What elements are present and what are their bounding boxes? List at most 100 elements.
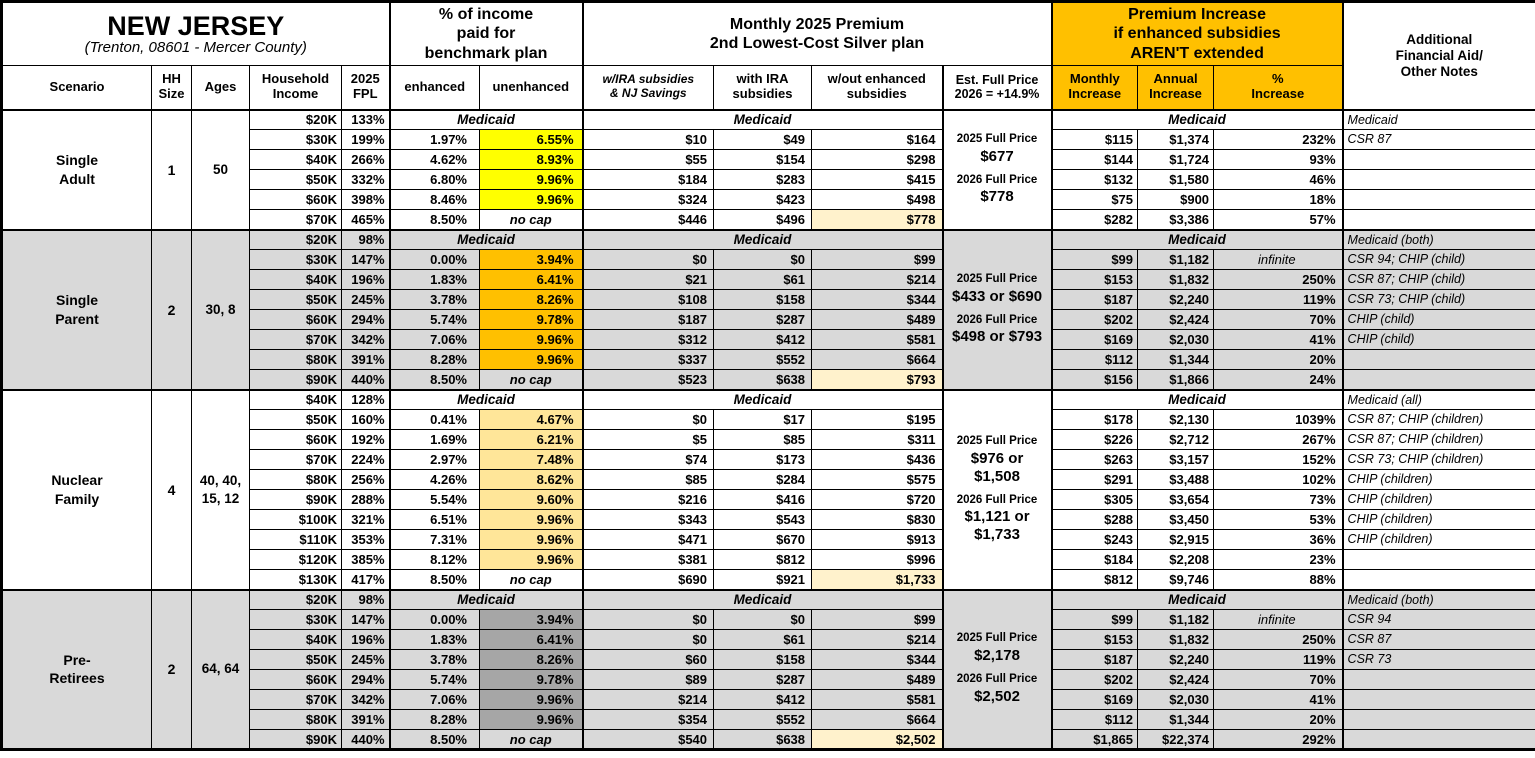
cell-income: $60K xyxy=(249,189,342,210)
cell-premium-unsubsidized: $99 xyxy=(811,249,944,270)
cell-note: CSR 73; CHIP (child) xyxy=(1341,289,1535,310)
cell-monthly-increase: $243 xyxy=(1050,529,1139,550)
income-group-header: % of income paid for benchmark plan xyxy=(388,1,584,66)
cell-annual-increase: $3,488 xyxy=(1137,469,1215,490)
cell-annual-increase: $1,724 xyxy=(1137,149,1215,170)
cell-unenhanced: 9.96% xyxy=(478,709,584,730)
cell-annual-increase: $900 xyxy=(1137,189,1215,210)
cell-enhanced: 1.69% xyxy=(388,429,480,450)
cell-income: $80K xyxy=(249,709,342,730)
cell-premium-unsubsidized: $720 xyxy=(811,489,944,510)
cell-unenhanced-no-cap: no cap xyxy=(478,209,584,230)
cell-fpl: 417% xyxy=(341,569,390,590)
cell-note xyxy=(1341,729,1535,750)
cell-fpl: 199% xyxy=(341,129,390,150)
cell-enhanced: 6.51% xyxy=(388,509,480,530)
cell-unenhanced: 9.96% xyxy=(478,189,584,210)
cell-fpl: 245% xyxy=(341,289,390,310)
cell-premium-unsubsidized: $996 xyxy=(811,549,944,570)
cell-unenhanced: 9.96% xyxy=(478,549,584,570)
cell-premium-ira: $284 xyxy=(713,469,813,490)
cell-annual-increase: $1,832 xyxy=(1137,269,1215,290)
cell-income: $20K xyxy=(249,108,342,130)
cell-premium-ira-nj: $324 xyxy=(581,189,715,210)
cell-annual-increase: $3,654 xyxy=(1137,489,1215,510)
cell-enhanced: 8.46% xyxy=(388,189,480,210)
medicaid-merged-premium: Medicaid xyxy=(581,228,944,250)
cell-income: $90K xyxy=(249,369,342,390)
cell-fpl: 288% xyxy=(341,489,390,510)
ages: 50 xyxy=(191,108,250,230)
col-header-monthly-increase: Monthly Increase xyxy=(1050,65,1139,111)
cell-income: $50K xyxy=(249,169,342,190)
cell-percent-increase: 41% xyxy=(1213,329,1344,350)
cell-annual-increase: $2,130 xyxy=(1137,409,1215,430)
col-header-ira: with IRA subsidies xyxy=(713,65,813,111)
cell-premium-ira: $0 xyxy=(713,249,813,270)
cell-premium-ira: $552 xyxy=(713,349,813,370)
cell-premium-ira-nj: $108 xyxy=(581,289,715,310)
cell-unenhanced: 8.26% xyxy=(478,649,584,670)
cell-monthly-increase: $291 xyxy=(1050,469,1139,490)
cell-premium-ira: $552 xyxy=(713,709,813,730)
medicaid-merged-increase: Medicaid xyxy=(1050,588,1344,610)
cell-premium-ira-nj: $89 xyxy=(581,669,715,690)
col-header-scenario: Scenario xyxy=(1,65,152,111)
cell-annual-increase: $1,344 xyxy=(1137,349,1215,370)
cell-premium-ira: $416 xyxy=(713,489,813,510)
cell-percent-increase: 73% xyxy=(1213,489,1344,510)
cell-fpl: 196% xyxy=(341,629,390,650)
full-price-value26: $2,502 xyxy=(974,688,1020,706)
cell-fpl: 160% xyxy=(341,409,390,430)
cell-monthly-increase: $184 xyxy=(1050,549,1139,570)
cell-note xyxy=(1341,689,1535,710)
cell-premium-ira-nj: $60 xyxy=(581,649,715,670)
col-header-fpl: 2025 FPL xyxy=(341,65,390,111)
cell-annual-increase: $2,030 xyxy=(1137,329,1215,350)
full-price-label25: 2025 Full Price xyxy=(956,632,1038,645)
cell-unenhanced: 9.78% xyxy=(478,669,584,690)
cell-percent-increase: 20% xyxy=(1213,709,1344,730)
cell-premium-ira: $85 xyxy=(713,429,813,450)
cell-percent-increase: 232% xyxy=(1213,129,1344,150)
cell-note: CSR 87; CHIP (children) xyxy=(1341,409,1535,430)
cell-income: $100K xyxy=(249,509,342,530)
cell-unenhanced: 9.96% xyxy=(478,509,584,530)
cell-unenhanced: 9.96% xyxy=(478,689,584,710)
cell-annual-increase: $2,712 xyxy=(1137,429,1215,450)
col-header-no-enhanced: w/out enhanced subsidies xyxy=(811,65,944,111)
cell-premium-ira: $496 xyxy=(713,209,813,230)
cell-unenhanced: 8.93% xyxy=(478,149,584,170)
cell-enhanced: 0.41% xyxy=(388,409,480,430)
cell-premium-ira-nj: $523 xyxy=(581,369,715,390)
cell-income: $30K xyxy=(249,609,342,630)
cell-enhanced: 8.28% xyxy=(388,349,480,370)
cell-percent-increase: infinite xyxy=(1213,249,1344,270)
cell-fpl: 224% xyxy=(341,449,390,470)
cell-premium-unsubsidized: $581 xyxy=(811,689,944,710)
cell-percent-increase: 250% xyxy=(1213,629,1344,650)
cell-note: CHIP (children) xyxy=(1341,469,1535,490)
cell-annual-increase: $22,374 xyxy=(1137,729,1215,750)
cell-annual-increase: $1,832 xyxy=(1137,629,1215,650)
cell-unenhanced: 6.41% xyxy=(478,269,584,290)
cell-premium-unsubsidized: $344 xyxy=(811,289,944,310)
cell-premium-ira: $61 xyxy=(713,269,813,290)
cell-percent-increase: 41% xyxy=(1213,689,1344,710)
cell-premium-ira: $61 xyxy=(713,629,813,650)
cell-premium-unsubsidized: $1,733 xyxy=(811,569,944,590)
cell-monthly-increase: $112 xyxy=(1050,709,1139,730)
cell-premium-ira-nj: $690 xyxy=(581,569,715,590)
cell-fpl: 398% xyxy=(341,189,390,210)
medicaid-merged-income-pct: Medicaid xyxy=(388,228,584,250)
cell-monthly-increase: $75 xyxy=(1050,189,1139,210)
cell-annual-increase: $3,450 xyxy=(1137,509,1215,530)
cell-unenhanced: 6.55% xyxy=(478,129,584,150)
cell-enhanced: 1.83% xyxy=(388,629,480,650)
cell-annual-increase: $1,866 xyxy=(1137,369,1215,390)
cell-fpl: 321% xyxy=(341,509,390,530)
cell-enhanced: 8.50% xyxy=(388,569,480,590)
medicaid-merged-increase: Medicaid xyxy=(1050,108,1344,130)
cell-annual-increase: $3,157 xyxy=(1137,449,1215,470)
cell-fpl: 98% xyxy=(341,228,390,250)
